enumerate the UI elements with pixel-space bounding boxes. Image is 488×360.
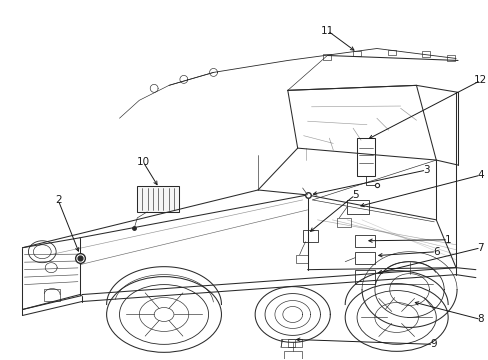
Text: 3: 3 xyxy=(422,165,429,175)
Text: 9: 9 xyxy=(429,339,436,349)
Text: 7: 7 xyxy=(476,243,483,253)
Text: 6: 6 xyxy=(432,247,439,257)
Text: 5: 5 xyxy=(351,190,358,200)
FancyBboxPatch shape xyxy=(137,186,179,212)
Text: 10: 10 xyxy=(137,157,149,167)
Text: 4: 4 xyxy=(476,170,483,180)
Text: 11: 11 xyxy=(320,26,333,36)
Text: 2: 2 xyxy=(55,195,61,205)
Text: 8: 8 xyxy=(476,314,483,324)
Text: 1: 1 xyxy=(444,235,450,245)
Text: 12: 12 xyxy=(473,75,487,85)
